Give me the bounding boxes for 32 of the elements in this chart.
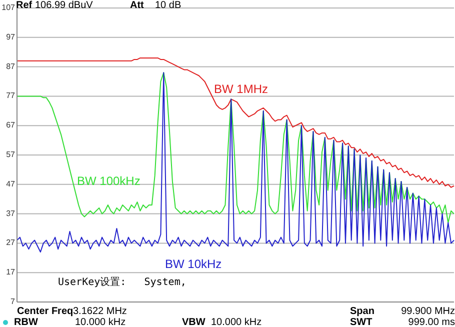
annotation: Att: [130, 0, 144, 11]
text: VBW: [182, 317, 206, 327]
series-label: BW 1MHz: [214, 82, 268, 96]
y-tick-label: 67: [6, 120, 16, 130]
text: 3.1622 MHz: [73, 306, 127, 317]
y-tick-label: 87: [6, 62, 16, 71]
line-series: [16, 72, 454, 253]
y-tick-label: 27: [6, 238, 16, 248]
text: 999.00 ms: [408, 317, 455, 327]
y-tick-label: 77: [6, 91, 16, 100]
y-tick-label: 47: [6, 179, 16, 188]
annotation: UserKey设置: System,: [58, 277, 186, 288]
annotation: 106.99 dBuV: [35, 0, 93, 11]
y-tick-label: 97: [6, 32, 16, 42]
y-tick-label: 37: [6, 208, 16, 218]
y-tick-label: 7: [10, 297, 16, 306]
text: Center Freq: [17, 306, 74, 317]
line-series: [16, 57, 454, 188]
annotation: Ref: [16, 0, 32, 11]
y-tick-label: 17: [6, 268, 16, 277]
text: RBW: [14, 317, 38, 327]
annotation: 10 dB: [155, 0, 182, 11]
text: 99.900 MHz: [401, 306, 455, 317]
line-series: [16, 72, 454, 224]
y-tick-label: 57: [6, 150, 16, 159]
text: 10.000 kHz: [75, 317, 126, 327]
series-label: BW 10kHz: [165, 257, 222, 271]
text: 10.000 kHz: [211, 317, 262, 327]
y-tick-label: 107: [2, 3, 16, 12]
series-label: BW 100kHz: [77, 174, 140, 188]
text: SWT: [350, 317, 372, 327]
text: Span: [350, 306, 374, 317]
